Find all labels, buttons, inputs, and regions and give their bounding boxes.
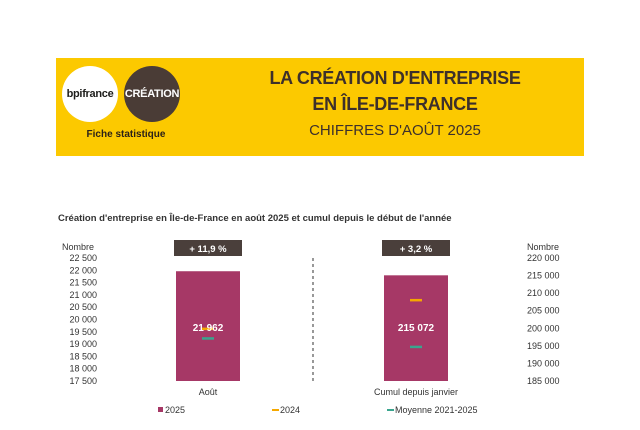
left-tick-label: 18 000	[69, 364, 97, 374]
variation-badge	[174, 240, 242, 256]
page-title-line1: LA CRÉATION D'ENTREPRISE	[269, 68, 521, 88]
left-tick-label: 17 500	[69, 376, 97, 386]
right-tick-label: 200 000	[527, 323, 560, 333]
left-tick-label: 20 500	[69, 302, 97, 312]
right-tick-label: 215 000	[527, 271, 560, 281]
right-tick-label: 210 000	[527, 288, 560, 298]
creation-logo: CRÉATION	[124, 66, 180, 122]
chart-title: Création d'entreprise en Île-de-France e…	[58, 213, 452, 224]
right-tick-label: 190 000	[527, 358, 560, 368]
left-axis-label: Nombre	[62, 242, 94, 252]
left-tick-label: 20 000	[69, 315, 97, 325]
left-tick-label: 19 000	[69, 339, 97, 349]
left-tick-label: 19 500	[69, 327, 97, 337]
header-banner: bpifrance CRÉATION Fiche statistique LA …	[56, 58, 584, 156]
right-axis-label: Nombre	[527, 242, 559, 252]
variation-badge	[382, 240, 450, 256]
variation-badge-text: + 3,2 %	[400, 244, 433, 255]
bpifrance-logo: bpifrance	[62, 66, 118, 122]
page-title-line2: EN ÎLE-DE-FRANCE	[312, 94, 478, 114]
page-title-line3: CHIFFRES D'AOÛT 2025	[309, 122, 481, 139]
left-tick-label: 21 000	[69, 290, 97, 300]
category-label: Août	[199, 387, 218, 397]
bar-2025	[384, 275, 448, 381]
right-tick-label: 185 000	[527, 376, 560, 386]
variation-badge-text: + 11,9 %	[189, 244, 227, 255]
creation-logo-text: CRÉATION	[124, 88, 180, 100]
bpifrance-logo-text: bpifrance	[66, 88, 114, 100]
legend-swatch	[158, 407, 163, 412]
legend-label: 2024	[280, 405, 300, 415]
bar-data-label: 215 072	[398, 323, 435, 334]
right-tick-label: 220 000	[527, 253, 560, 263]
document-type-label: Fiche statistique	[86, 129, 166, 140]
legend-label: Moyenne 2021-2025	[395, 405, 478, 415]
left-tick-label: 22 500	[69, 253, 97, 263]
legend-label: 2025	[165, 405, 185, 415]
right-tick-label: 195 000	[527, 341, 560, 351]
bar-data-label: 21 962	[193, 323, 224, 334]
bar-2025	[176, 271, 240, 381]
category-label: Cumul depuis janvier	[374, 387, 458, 397]
right-tick-label: 205 000	[527, 306, 560, 316]
left-tick-label: 21 500	[69, 278, 97, 288]
left-tick-label: 22 000	[69, 265, 97, 275]
left-tick-label: 18 500	[69, 351, 97, 361]
